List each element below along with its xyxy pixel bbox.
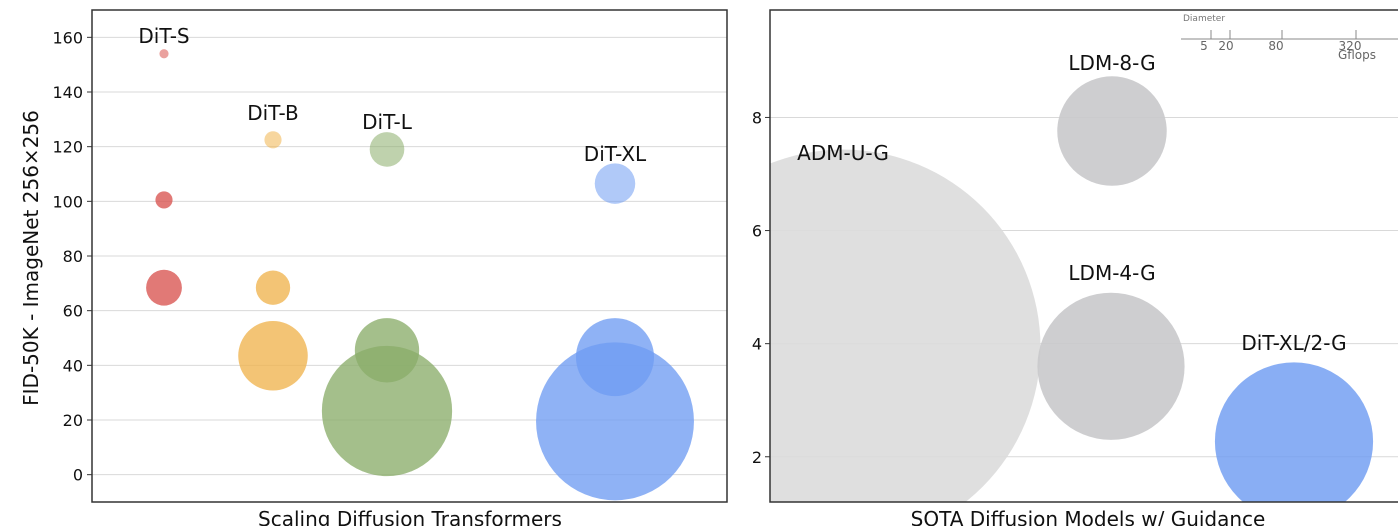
bubble-dit-l-0 bbox=[369, 132, 405, 167]
right-bubbles bbox=[770, 76, 1374, 502]
left-y-tick-label: 80 bbox=[63, 247, 83, 266]
right-y-ticks: 2 4 6 8 bbox=[752, 108, 770, 467]
left-chart-title: Scaling Diffusion Transformers bbox=[258, 507, 562, 526]
size-legend-ticks: 5 20 80 320 bbox=[1200, 30, 1361, 53]
left-y-tick-label: 0 bbox=[73, 466, 83, 485]
right-y-tick-label: 6 bbox=[752, 222, 762, 241]
group-label-dit-s: DiT-S bbox=[138, 24, 189, 48]
bubble-dit-xl-2 bbox=[536, 342, 694, 501]
bubble-dit-s-1 bbox=[155, 191, 173, 209]
left-y-tick-label: 120 bbox=[52, 138, 83, 157]
bubble-dit-b-0 bbox=[264, 131, 282, 149]
size-legend-tick-label: 80 bbox=[1268, 39, 1283, 53]
size-legend-tick-label: 5 bbox=[1200, 39, 1208, 53]
size-legend-tick-label: 320 bbox=[1339, 39, 1362, 53]
left-y-tick-label: 160 bbox=[52, 28, 83, 47]
size-legend: Diameter 5 20 80 320 Gflops bbox=[1181, 14, 1398, 62]
group-label-dit-l: DiT-L bbox=[362, 110, 413, 134]
bubble-dit-s-2 bbox=[146, 269, 182, 306]
left-gridlines bbox=[92, 36, 727, 476]
right-y-tick-label: 8 bbox=[752, 108, 762, 127]
group-label-dit-b: DiT-B bbox=[247, 101, 299, 125]
size-legend-title: Diameter bbox=[1183, 14, 1225, 24]
size-legend-unit: Gflops bbox=[1338, 48, 1376, 62]
left-y-tick-label: 20 bbox=[63, 411, 83, 430]
model-label-adm-u-g: ADM-U-G bbox=[797, 141, 889, 165]
right-y-tick-label: 4 bbox=[752, 335, 762, 354]
left-y-ticks: 0 20 40 60 80 100 120 140 160 bbox=[52, 28, 92, 485]
left-bubbles bbox=[146, 49, 694, 501]
left-y-tick-label: 40 bbox=[63, 356, 83, 375]
bubble-dit-b-2 bbox=[238, 320, 308, 391]
right-y-tick-label: 2 bbox=[752, 448, 762, 467]
bubble-dit-xl-0 bbox=[594, 163, 636, 204]
right-panel: ADM-U-G LDM-8-G LDM-4-G DiT-XL/2-G 2 4 6 8 SOT… bbox=[752, 9, 1398, 526]
bubble-ldm-4-g bbox=[1037, 292, 1185, 440]
left-y-tick-label: 100 bbox=[52, 192, 83, 211]
left-y-tick-label: 140 bbox=[52, 83, 83, 102]
bubble-dit-xl-2-g bbox=[1214, 362, 1374, 502]
bubble-adm-u-g bbox=[770, 149, 1041, 502]
model-label-ldm-4-g: LDM-4-G bbox=[1068, 261, 1155, 285]
bubble-dit-l-2 bbox=[321, 345, 453, 477]
size-legend-tick-label: 20 bbox=[1218, 39, 1233, 53]
bubble-dit-b-1 bbox=[255, 270, 291, 305]
left-y-axis-label: FID-50K - ImageNet 256×256 bbox=[19, 110, 43, 406]
model-label-dit-xl-2-g: DiT-XL/2-G bbox=[1241, 331, 1346, 355]
left-panel: DiT-S DiT-B DiT-L DiT-XL 0 20 40 60 80 100 120 140… bbox=[19, 9, 728, 526]
group-label-dit-xl: DiT-XL bbox=[584, 142, 647, 166]
right-chart-title: SOTA Diffusion Models w/ Guidance bbox=[911, 507, 1266, 526]
bubble-ldm-8-g bbox=[1057, 76, 1167, 186]
left-y-tick-label: 60 bbox=[63, 302, 83, 321]
right-plot-frame bbox=[769, 9, 1398, 503]
left-group-labels: DiT-S DiT-B DiT-L DiT-XL bbox=[138, 24, 647, 166]
model-label-ldm-8-g: LDM-8-G bbox=[1068, 51, 1155, 75]
bubble-dit-s-0 bbox=[159, 49, 169, 59]
right-model-labels: ADM-U-G LDM-8-G LDM-4-G DiT-XL/2-G bbox=[797, 51, 1346, 355]
